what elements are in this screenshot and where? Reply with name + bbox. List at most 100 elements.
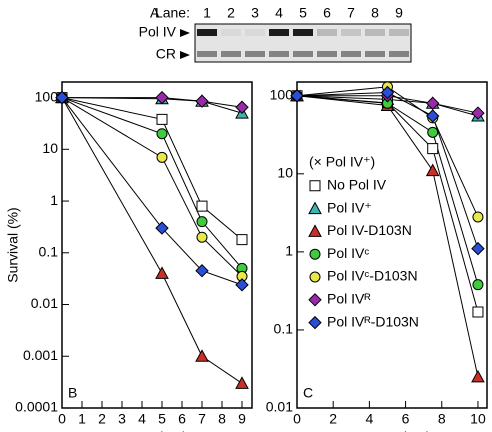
marker bbox=[472, 211, 484, 223]
marker bbox=[156, 128, 168, 140]
y-tick-label: 1 bbox=[285, 243, 293, 259]
marker bbox=[196, 231, 208, 243]
legend-marker bbox=[309, 271, 321, 283]
x-tick-label: 9 bbox=[238, 411, 246, 427]
y-tick-label: 0.01 bbox=[31, 295, 58, 311]
band bbox=[221, 29, 241, 36]
x-tick-label: 10 bbox=[470, 411, 486, 427]
legend-marker bbox=[308, 201, 322, 215]
panel-label: B bbox=[68, 385, 77, 401]
marker bbox=[155, 266, 169, 279]
band bbox=[293, 29, 313, 36]
lane-number: 4 bbox=[275, 5, 283, 21]
marker bbox=[156, 113, 168, 125]
x-tick-label: 8 bbox=[438, 411, 446, 427]
x-tick-label: 4 bbox=[365, 411, 373, 427]
legend-marker bbox=[308, 224, 322, 237]
marker bbox=[195, 349, 209, 362]
band bbox=[221, 51, 241, 57]
y-tick-label: 0.1 bbox=[39, 243, 59, 259]
panel-label: C bbox=[303, 385, 313, 401]
band bbox=[389, 51, 409, 57]
marker bbox=[471, 106, 485, 120]
x-axis-title: 4-NQO (µM) bbox=[353, 429, 430, 432]
y-axis-title: Survival (%) bbox=[5, 207, 21, 282]
legend-label: Pol IV⁺ bbox=[327, 199, 372, 215]
band-label: CR bbox=[156, 46, 176, 62]
legend-marker bbox=[308, 293, 322, 307]
marker bbox=[427, 126, 439, 138]
band-label: Pol IV bbox=[139, 24, 177, 40]
marker bbox=[55, 90, 69, 105]
y-tick-label: 0.1 bbox=[274, 321, 294, 337]
band bbox=[341, 29, 361, 36]
lane-number: 8 bbox=[371, 5, 379, 21]
y-tick-label: 100 bbox=[270, 86, 294, 102]
marker bbox=[426, 109, 440, 123]
x-tick-label: 8 bbox=[218, 411, 226, 427]
legend-label: (× Pol IV⁺) bbox=[309, 154, 375, 170]
lane-number: 9 bbox=[395, 5, 403, 21]
x-tick-label: 0 bbox=[293, 411, 301, 427]
marker bbox=[427, 143, 439, 155]
x-tick-label: 5 bbox=[158, 411, 166, 427]
legend-label: Pol IV-D103N bbox=[327, 222, 412, 238]
series-line bbox=[296, 92, 479, 249]
x-tick-label: 0 bbox=[58, 411, 66, 427]
marker bbox=[472, 279, 484, 291]
series-line bbox=[61, 97, 243, 269]
series-line bbox=[61, 97, 243, 240]
legend-marker bbox=[308, 315, 322, 330]
series-line bbox=[61, 97, 243, 114]
x-tick-label: 6 bbox=[178, 411, 186, 427]
marker bbox=[235, 278, 249, 292]
band bbox=[389, 29, 409, 36]
series-line bbox=[62, 97, 243, 108]
band bbox=[245, 29, 265, 36]
x-axis-title: NFZ (µM) bbox=[127, 429, 187, 432]
y-tick-label: 0.001 bbox=[23, 347, 58, 363]
legend-label: Pol IVᶜ bbox=[327, 245, 369, 261]
arrowhead bbox=[180, 29, 190, 37]
band bbox=[365, 51, 385, 57]
marker bbox=[236, 234, 248, 246]
plot-frame bbox=[61, 81, 253, 409]
x-tick-label: 7 bbox=[198, 411, 206, 427]
y-tick-label: 100 bbox=[35, 88, 59, 104]
marker bbox=[195, 264, 209, 278]
y-tick-label: 1 bbox=[50, 192, 58, 208]
band bbox=[317, 29, 337, 36]
lane-number: 5 bbox=[299, 5, 307, 21]
marker bbox=[155, 221, 169, 235]
marker bbox=[155, 90, 169, 105]
band bbox=[197, 51, 217, 57]
x-tick-label: 4 bbox=[138, 411, 146, 427]
marker bbox=[235, 100, 249, 114]
marker bbox=[425, 163, 440, 177]
arrowhead bbox=[180, 51, 190, 59]
marker bbox=[472, 306, 484, 318]
lane-number: 6 bbox=[323, 5, 331, 21]
series-line bbox=[61, 97, 243, 384]
band bbox=[365, 29, 385, 36]
series-line bbox=[61, 97, 243, 277]
legend-label: Pol IVᴿ bbox=[327, 291, 371, 307]
plot-frame bbox=[296, 81, 488, 409]
y-tick-label: 0.01 bbox=[266, 399, 293, 415]
x-tick-label: 1 bbox=[78, 411, 86, 427]
x-tick-label: 6 bbox=[402, 411, 410, 427]
lane-number: 7 bbox=[347, 5, 355, 21]
marker bbox=[380, 85, 395, 100]
legend-marker bbox=[309, 180, 321, 192]
legend-label: Pol IVᶜ-D103N bbox=[327, 268, 418, 284]
y-tick-label: 0.0001 bbox=[15, 399, 58, 415]
band bbox=[197, 29, 217, 36]
marker bbox=[195, 94, 209, 108]
lane-number: 2 bbox=[227, 5, 235, 21]
legend-label: Pol IVᴿ-D103N bbox=[327, 313, 419, 329]
marker bbox=[196, 200, 208, 212]
panel-label: A bbox=[150, 5, 160, 21]
band bbox=[269, 51, 289, 57]
band bbox=[269, 29, 289, 36]
